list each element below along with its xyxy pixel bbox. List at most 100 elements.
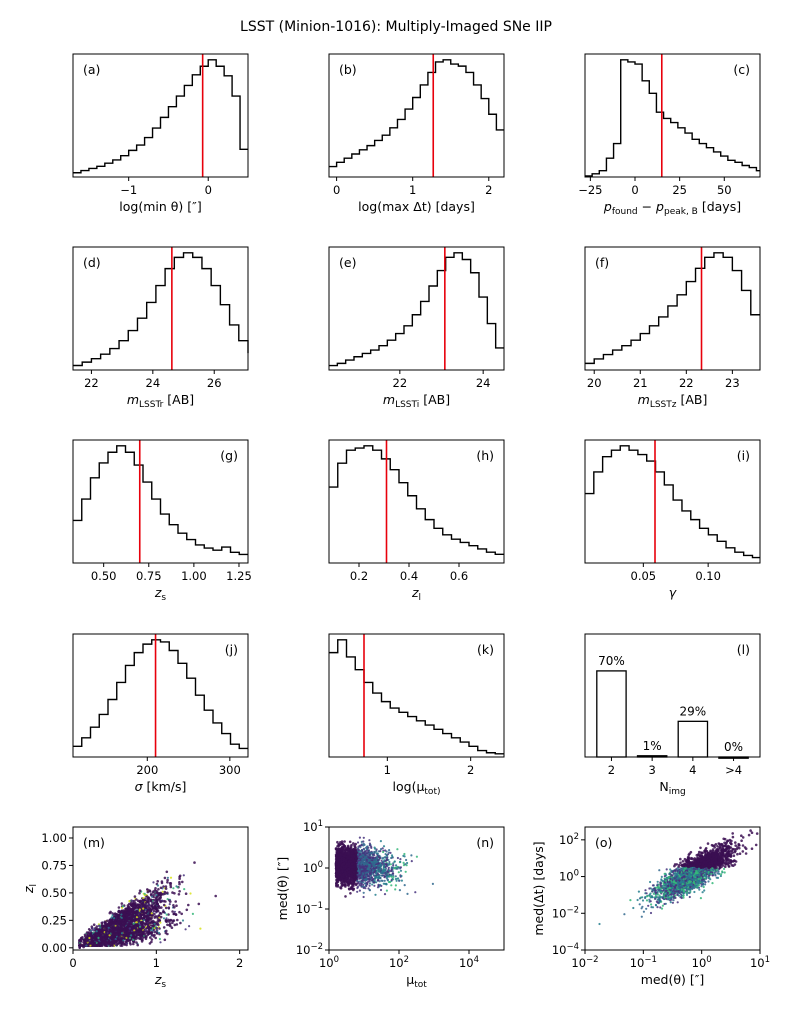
scatter-point [86, 933, 89, 937]
scatter-point [81, 936, 84, 939]
hist-bin-e [346, 360, 354, 370]
x-axis-label-j: σ [km/s] [135, 779, 187, 794]
scatter-point [369, 858, 372, 861]
scatter-points-n [334, 836, 434, 899]
hist-bin-g [178, 533, 187, 563]
hist-bin-k [399, 712, 408, 757]
hist-bin-k [390, 708, 399, 757]
scatter-point [164, 906, 168, 910]
scatter-point [380, 884, 383, 888]
scatter-point [336, 840, 339, 844]
scatter-point [167, 920, 171, 923]
hist-bin-e [454, 253, 462, 370]
panel-label-g: (g) [220, 448, 238, 463]
scatter-point [374, 893, 377, 896]
scatter-point [178, 880, 181, 884]
x-axis-label-d: mLSSTr [AB] [127, 392, 194, 410]
axes-frame-h [328, 439, 505, 564]
scatter-point [92, 933, 96, 936]
scatter-point [104, 924, 107, 927]
hist-bin-j [231, 744, 240, 757]
scatter-point [368, 877, 371, 881]
axes-frame-c [584, 53, 761, 178]
hist-bin-i [603, 457, 612, 563]
scatter-point [97, 933, 101, 937]
hist-bin-h [425, 520, 434, 563]
scatter-point [164, 919, 168, 923]
scatter-point [404, 870, 407, 873]
scatter-point [148, 889, 151, 892]
hist-bin-f [751, 315, 760, 370]
scatter-point [395, 864, 398, 867]
scatter-point [178, 877, 181, 880]
hist-bin-j [91, 727, 100, 757]
scatter-point [131, 904, 134, 907]
scatter-point [150, 938, 154, 941]
scatter-point [151, 891, 155, 894]
scatter-point [92, 923, 96, 926]
hist-bin-a [176, 96, 184, 177]
scatter-point [91, 926, 94, 930]
scatter-point [165, 917, 168, 920]
hist-bin-i [585, 494, 594, 563]
hist-bin-b [405, 109, 413, 177]
scatter-point [156, 898, 160, 902]
scatter-point [84, 942, 87, 945]
scatter-point [336, 845, 339, 848]
histogram-line-d [73, 252, 249, 367]
scatter-point [120, 909, 123, 913]
hist-bin-d [211, 286, 220, 370]
hist-bin-f [613, 350, 622, 370]
scatter-point [184, 892, 188, 895]
hist-bin-a [97, 166, 105, 177]
scatter-point [128, 908, 131, 912]
x-axis-label-f: mLSSTz [AB] [638, 392, 708, 410]
hist-bin-j [187, 678, 196, 757]
scatter-point [178, 890, 181, 893]
scatter-point [153, 905, 157, 909]
scatter-point [161, 890, 164, 893]
scatter-point [147, 897, 151, 900]
scatter-point [112, 920, 115, 924]
scatter-point [174, 913, 178, 916]
hist-bin-a [208, 60, 216, 177]
scatter-point [148, 912, 152, 915]
scatter-point [165, 913, 168, 916]
hist-bin-a [192, 75, 200, 177]
scatter-point [167, 906, 171, 909]
hist-bin-e [404, 326, 412, 370]
scatter-point [118, 935, 122, 938]
scatter-point [164, 887, 168, 890]
scatter-point [92, 929, 95, 932]
scatter-point [170, 926, 174, 929]
histogram-line-f [585, 252, 760, 365]
x-tick-label-m: 0 [69, 956, 76, 970]
scatter-point [158, 911, 162, 915]
hist-bin-d [101, 354, 110, 370]
scatter-point [349, 845, 353, 848]
scatter-point [173, 906, 176, 909]
scatter-point [139, 913, 142, 916]
scatter-point [93, 941, 97, 944]
scatter-point [151, 914, 154, 917]
scatter-points-m [78, 861, 217, 949]
hist-bin-c [706, 148, 713, 177]
scatter-point [82, 944, 85, 947]
scatter-point [120, 902, 124, 905]
axes-frame-m [72, 826, 249, 951]
hist-bin-f [723, 257, 732, 370]
panel-label-l: (l) [737, 642, 750, 657]
hist-bin-i [735, 552, 744, 563]
scatter-point [197, 902, 201, 906]
scatter-point [160, 906, 163, 909]
scatter-point [360, 882, 363, 885]
x-tick-label-d: 24 [146, 376, 161, 390]
scatter-point [386, 879, 389, 882]
scatter-point [104, 931, 108, 934]
scatter-point [341, 883, 345, 887]
x-tick-label-m: 1 [153, 956, 160, 970]
scatter-point [393, 860, 396, 863]
